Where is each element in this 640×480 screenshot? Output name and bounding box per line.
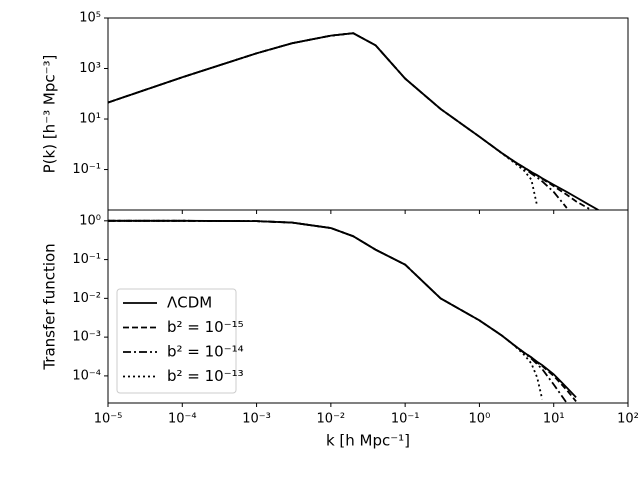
legend-label: b² = 10⁻¹³ xyxy=(167,367,244,385)
axes-frame xyxy=(107,17,629,211)
plot-area xyxy=(108,219,577,403)
y-tick-label: 10⁻³ xyxy=(72,330,101,345)
x-tick-label: 10⁻¹ xyxy=(391,412,420,427)
y-tick-label: 10⁻² xyxy=(72,291,101,306)
plot-area xyxy=(108,32,599,210)
x-tick-label: 10⁰ xyxy=(469,412,491,427)
series-line xyxy=(108,219,544,400)
y-axis-label: Transfer function xyxy=(41,243,59,370)
x-tick-label: 10¹ xyxy=(543,412,565,427)
x-tick-label: 10² xyxy=(617,412,639,427)
series-line xyxy=(108,32,590,210)
x-tick-label: 10⁻⁴ xyxy=(168,412,197,427)
y-tick-label: 10¹ xyxy=(79,112,101,127)
y-tick-label: 10³ xyxy=(79,61,101,76)
legend-label: ΛCDM xyxy=(167,294,212,312)
y-tick-label: 10⁻⁴ xyxy=(72,368,101,383)
x-tick-label: 10⁻⁵ xyxy=(94,412,123,427)
y-tick-label: 10⁻¹ xyxy=(72,252,101,267)
legend-label: b² = 10⁻¹⁴ xyxy=(167,343,244,361)
series-line xyxy=(108,32,568,209)
y-axis-label: P(k) [h⁻³ Mpc⁻³] xyxy=(41,55,59,174)
series-line xyxy=(108,219,568,403)
y-tick-label: 10⁻¹ xyxy=(72,162,101,177)
series-line xyxy=(108,32,599,210)
x-axis-label: k [h Mpc⁻¹] xyxy=(326,432,410,450)
legend-box xyxy=(116,288,237,394)
y-tick-label: 10⁰ xyxy=(79,213,101,228)
legend-label: b² = 10⁻¹⁵ xyxy=(167,318,244,336)
series-line xyxy=(108,219,577,402)
x-tick-label: 10⁻² xyxy=(317,412,346,427)
x-tick-label: 10⁻³ xyxy=(242,412,271,427)
y-tick-label: 10⁵ xyxy=(79,11,101,26)
series-line xyxy=(108,32,539,207)
axes-frame xyxy=(107,209,629,404)
